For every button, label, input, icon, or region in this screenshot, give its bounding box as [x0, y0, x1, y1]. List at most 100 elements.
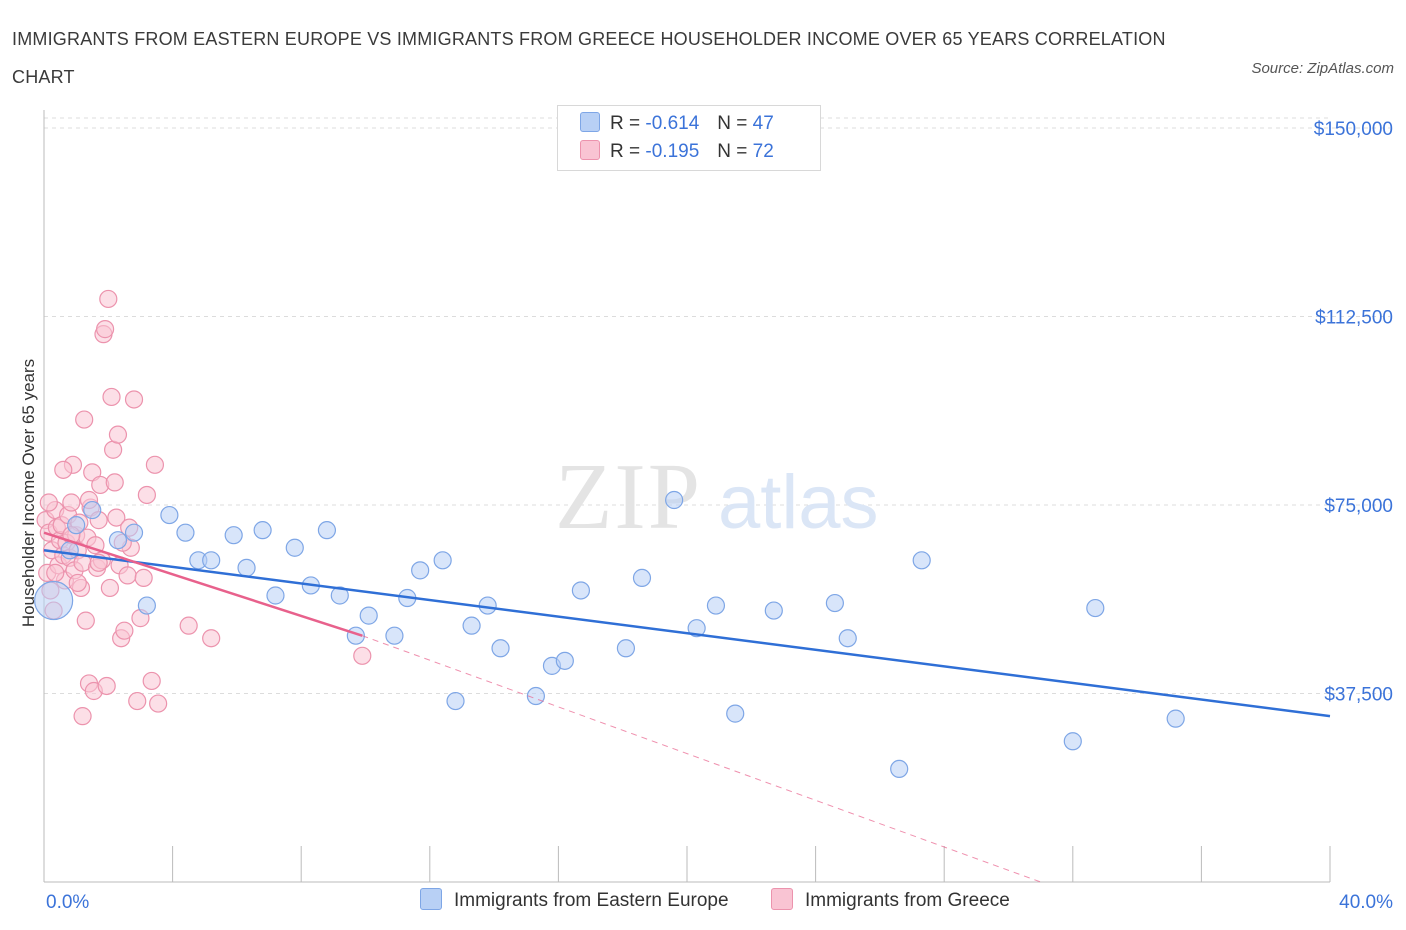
greece-point: [68, 573, 87, 593]
greece-point: [128, 691, 147, 711]
eastern-europe-point: [571, 581, 591, 600]
greece-point: [137, 485, 156, 505]
eastern-europe-point: [330, 586, 349, 605]
eastern-europe-point: [108, 531, 128, 550]
greece-point: [62, 493, 81, 512]
greece-point: [97, 676, 116, 696]
eastern-europe-point: [616, 639, 636, 658]
y-tick-label: $75,000: [1324, 496, 1393, 517]
eastern-europe-point: [491, 639, 510, 658]
greece-point: [95, 320, 115, 339]
trend-line-eastern-europe: [43, 549, 1331, 718]
greece-point: [115, 621, 134, 640]
y-axis-label: Householder Income Over 65 years: [19, 358, 38, 628]
eastern-europe-point: [1166, 709, 1185, 728]
eastern-europe-point: [726, 704, 745, 723]
n-value: 47: [752, 113, 774, 134]
greece-point: [124, 390, 144, 409]
eastern-europe-point: [706, 596, 726, 615]
legend-label: Immigrants from Greece: [805, 890, 1010, 911]
watermark-atlas: atlas: [718, 460, 879, 545]
eastern-europe-point-large: [34, 580, 74, 621]
greece-point: [105, 473, 124, 492]
legend-swatch-pink: [580, 140, 600, 160]
eastern-europe-point: [237, 558, 256, 577]
eastern-europe-point: [160, 505, 179, 525]
r-value: -0.195: [645, 141, 700, 162]
eastern-europe-point: [555, 651, 574, 670]
greece-point: [142, 671, 161, 691]
eastern-europe-point: [912, 551, 931, 570]
eastern-europe-point: [825, 593, 844, 613]
greece-point: [102, 387, 121, 407]
eastern-europe-point: [890, 759, 909, 779]
greece-point: [100, 578, 120, 598]
trend-lines: [43, 531, 1331, 883]
n-label: N =: [717, 113, 748, 134]
greece-point: [149, 694, 168, 713]
greece-point: [202, 629, 221, 648]
greece-point: [75, 410, 94, 429]
eastern-europe-point: [446, 691, 465, 711]
eastern-europe-point: [687, 619, 706, 638]
legend-row-greece: R = -0.195 N = 72: [580, 140, 774, 166]
r-value: -0.614: [645, 113, 700, 134]
eastern-europe-point: [665, 490, 684, 510]
eastern-europe-point: [202, 551, 221, 570]
eastern-europe-point: [526, 686, 545, 706]
y-tick-label: $112,500: [1315, 308, 1393, 329]
eastern-europe-point: [411, 561, 430, 580]
x-tick-label-min: 0.0%: [46, 892, 89, 913]
n-label: N =: [717, 141, 748, 162]
greece-point: [145, 455, 165, 474]
eastern-europe-point: [764, 601, 783, 620]
source-label: Source: ZipAtlas.com: [1251, 60, 1394, 77]
eastern-europe-point: [632, 568, 652, 588]
greece-point: [107, 508, 126, 527]
y-tick-label: $150,000: [1314, 119, 1393, 140]
greece-point: [73, 707, 92, 726]
eastern-europe-point: [60, 541, 79, 560]
eastern-europe-point: [124, 523, 144, 542]
legend-item-eastern-europe: Immigrants from Eastern Europe: [420, 888, 729, 912]
greece-point: [134, 568, 153, 588]
eastern-europe-point: [67, 516, 86, 535]
series-legend: Immigrants from Eastern Europe Immigrant…: [0, 888, 1406, 916]
greece-point: [179, 616, 198, 635]
greece-point: [46, 563, 65, 582]
eastern-europe-point: [137, 596, 156, 615]
eastern-europe-point: [433, 551, 452, 570]
greece-point: [118, 566, 137, 585]
correlation-legend: R = -0.614 N = 47 R = -0.195 N = 72: [557, 105, 821, 171]
greece-point: [99, 289, 118, 309]
greece-point: [353, 646, 372, 665]
eastern-europe-point: [266, 586, 285, 605]
eastern-europe-point: [359, 606, 378, 625]
legend-row-eastern-europe: R = -0.614 N = 47: [580, 112, 774, 138]
legend-swatch-blue: [580, 112, 600, 132]
eastern-europe-point: [385, 626, 404, 645]
trend-line-greece-extension: [362, 635, 1041, 883]
tick-labels: $37,500 $75,000 $112,500 $150,000 0.0% 40.0%: [46, 119, 1393, 913]
eastern-europe-point: [462, 616, 481, 635]
eastern-europe-point: [838, 629, 857, 648]
legend-swatch-blue: [420, 888, 442, 910]
legend-label: Immigrants from Eastern Europe: [454, 890, 729, 911]
n-value: 72: [752, 141, 774, 162]
r-label: R =: [610, 113, 641, 134]
eastern-europe-point: [253, 521, 272, 540]
eastern-europe-point: [285, 538, 304, 557]
greece-point: [76, 611, 95, 630]
legend-swatch-pink: [771, 888, 793, 910]
greece-point: [39, 493, 58, 512]
greece-point: [104, 440, 123, 459]
greece-point: [54, 460, 73, 479]
eastern-europe-point: [1063, 732, 1082, 751]
watermark: ZIP atlas: [555, 445, 879, 549]
chart-title: IMMIGRANTS FROM EASTERN EUROPE VS IMMIGR…: [12, 29, 1166, 87]
eastern-europe-point: [317, 521, 337, 540]
eastern-europe-point: [1086, 598, 1105, 618]
x-tick-label-max: 40.0%: [1339, 892, 1393, 913]
eastern-europe-point: [176, 523, 195, 542]
